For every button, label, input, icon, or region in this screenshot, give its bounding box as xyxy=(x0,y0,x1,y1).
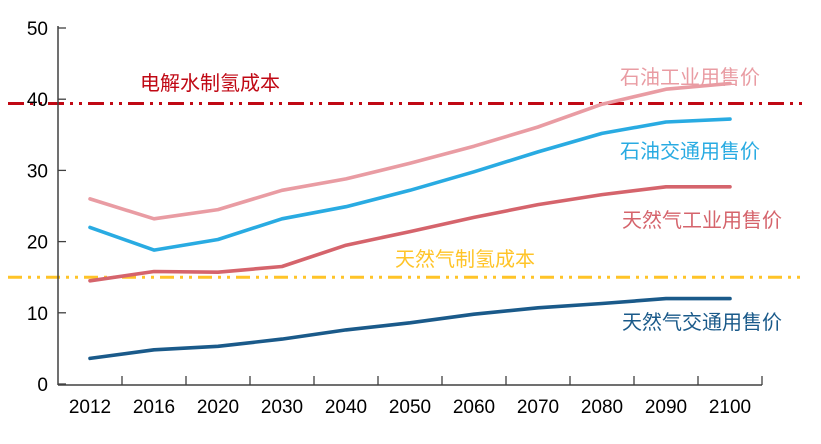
label-oil-industry-price: 石油工业用售价 xyxy=(620,66,760,89)
label-natural-gas-hydrogen-cost: 天然气制氢成本 xyxy=(395,248,535,271)
x-tick-label: 2030 xyxy=(261,397,303,418)
x-tick-label: 2060 xyxy=(453,397,495,418)
y-tick-label: 50 xyxy=(27,19,48,40)
x-tick-label: 2020 xyxy=(197,397,239,418)
label-gas-transport-price: 天然气交通用售价 xyxy=(622,311,782,334)
x-axis-ticks xyxy=(121,376,763,385)
y-tick-label: 20 xyxy=(27,233,48,254)
label-oil-transport-price: 石油交通用售价 xyxy=(620,140,760,163)
y-tick-label: 30 xyxy=(27,161,48,182)
x-tick-label: 2040 xyxy=(325,397,367,418)
x-axis-labels: 2012 2016 2020 2030 2040 2050 2060 2070 2080 2090… xyxy=(69,397,751,418)
x-tick-label: 2012 xyxy=(69,397,111,418)
y-tick-label: 0 xyxy=(37,375,48,396)
series-line-oil-transport-price xyxy=(88,117,732,252)
x-tick-label: 2080 xyxy=(581,397,623,418)
label-electrolysis-hydrogen-cost: 电解水制氢成本 xyxy=(140,72,280,95)
series-line-oil-industry-price xyxy=(88,81,732,221)
x-tick-label: 2070 xyxy=(517,397,559,418)
x-tick-label: 2090 xyxy=(645,397,687,418)
label-gas-industry-price: 天然气工业用售价 xyxy=(622,209,782,232)
x-tick-label: 2100 xyxy=(709,397,751,418)
x-tick-label: 2050 xyxy=(389,397,431,418)
series-line-gas-industry-price xyxy=(88,185,732,283)
y-tick-label: 10 xyxy=(27,304,48,325)
y-axis-labels: 0 10 20 30 40 50 xyxy=(27,19,48,396)
series-line-gas-transport-price xyxy=(88,296,732,361)
x-tick-label: 2016 xyxy=(133,397,175,418)
y-tick-label: 40 xyxy=(27,90,48,111)
y-axis-ticks xyxy=(58,27,66,385)
